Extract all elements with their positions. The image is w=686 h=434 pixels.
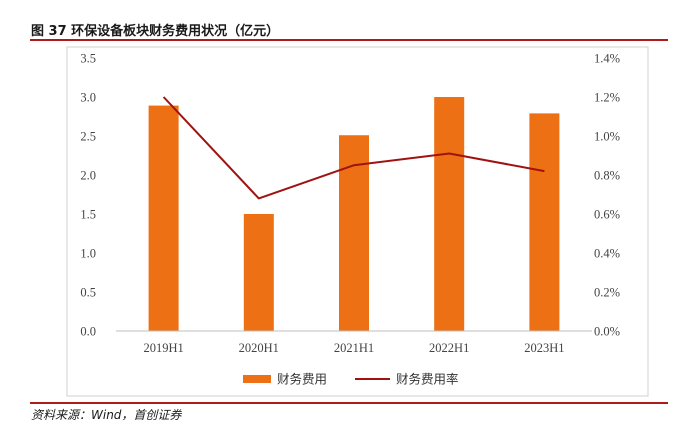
right-axis-ticks: 0.0% 0.2% 0.4% 0.6% 0.8% 1.0% 1.2% 1.4% <box>594 52 620 339</box>
x-tick-label: 2020H1 <box>239 341 279 355</box>
x-axis-ticks: 2019H1 2020H1 2021H1 2022H1 2023H1 <box>143 341 564 355</box>
legend-label-bar: 财务费用 <box>277 372 327 387</box>
left-tick-label: 1.5 <box>80 208 96 222</box>
legend-label-line: 财务费用率 <box>396 372 459 387</box>
figure-title: 图 37 环保设备板块财务费用状况（亿元） <box>31 24 280 39</box>
bars <box>148 97 560 331</box>
bar-2023H1 <box>529 113 560 331</box>
right-tick-label: 0.8% <box>594 169 620 183</box>
left-tick-label: 1.0 <box>80 247 96 261</box>
bar-2019H1 <box>148 105 179 331</box>
source-rule <box>30 402 668 404</box>
left-tick-label: 3.5 <box>80 52 96 66</box>
right-tick-label: 0.0% <box>594 325 620 339</box>
left-tick-label: 2.0 <box>80 169 96 183</box>
x-tick-label: 2022H1 <box>429 341 469 355</box>
right-tick-label: 1.4% <box>594 52 620 66</box>
right-tick-label: 0.4% <box>594 247 620 261</box>
bar-2020H1 <box>243 214 274 331</box>
left-axis-ticks: 0.0 0.5 1.0 1.5 2.0 2.5 3.0 3.5 <box>80 52 96 339</box>
right-tick-label: 0.6% <box>594 208 620 222</box>
x-tick-label: 2019H1 <box>143 341 183 355</box>
left-tick-label: 0.5 <box>80 286 96 300</box>
chart-frame <box>66 46 649 397</box>
rate-line <box>162 96 545 200</box>
line-series <box>162 96 545 200</box>
left-tick-label: 3.0 <box>80 91 96 105</box>
left-tick-label: 2.5 <box>80 130 96 144</box>
bar-2022H1 <box>434 97 465 331</box>
right-tick-label: 0.2% <box>594 286 620 300</box>
x-tick-label: 2021H1 <box>334 341 374 355</box>
left-tick-label: 0.0 <box>80 325 96 339</box>
legend: 财务费用 财务费用率 <box>243 372 459 387</box>
legend-swatch-bar <box>243 375 271 383</box>
source-note: 资料来源：Wind，首创证券 <box>31 408 182 422</box>
x-tick-label: 2023H1 <box>524 341 564 355</box>
title-rule <box>30 39 668 41</box>
right-tick-label: 1.0% <box>594 130 620 144</box>
right-tick-label: 1.2% <box>594 91 620 105</box>
